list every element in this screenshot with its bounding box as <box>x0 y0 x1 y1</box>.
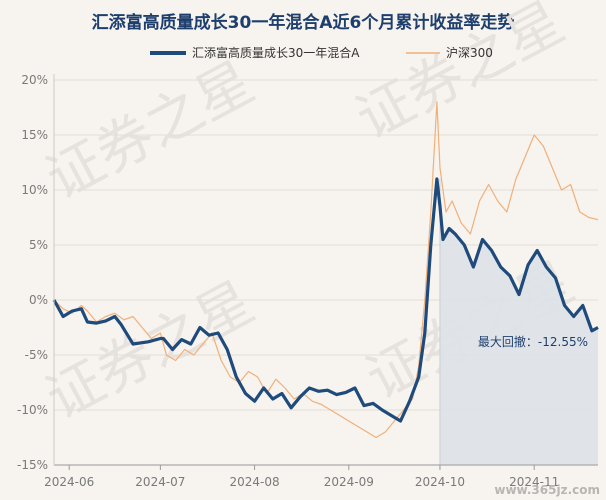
x-tick-label: 2024-07 <box>135 475 185 489</box>
y-tick-label: 10% <box>21 183 48 197</box>
watermark-text: 证券之星 <box>346 0 574 152</box>
y-tick-label: 20% <box>21 73 48 87</box>
site-watermark: www.365jz.com <box>494 483 600 497</box>
legend-label-benchmark: 沪深300 <box>446 46 493 60</box>
x-tick-label: 2024-09 <box>324 475 374 489</box>
y-tick-label: -15% <box>17 458 48 472</box>
fund-series-line <box>52 177 599 423</box>
series-lines <box>52 101 599 439</box>
benchmark-series-line <box>53 101 599 439</box>
y-tick-label: 5% <box>29 238 48 252</box>
legend: 汇添富高质量成长30一年混合A 沪深300 <box>150 45 493 60</box>
chart-title: 汇添富高质量成长30一年混合A近6个月累计收益率走势 <box>91 13 515 33</box>
y-tick-label: -5% <box>25 348 48 362</box>
max-drawdown-label: 最大回撤：-12.55% <box>478 334 588 349</box>
x-tick-label: 2024-08 <box>230 475 280 489</box>
watermark-text: 证券之星 <box>36 270 264 433</box>
legend-label-fund: 汇添富高质量成长30一年混合A <box>192 45 360 60</box>
watermark-text: 证券之星 <box>36 50 264 213</box>
x-tick-label: 2024-10 <box>415 475 465 489</box>
y-tick-label: 15% <box>21 128 48 142</box>
drawdown-area <box>439 206 598 465</box>
highlight-area <box>439 179 598 465</box>
axes: 20% 15% 10% 5% 0% -5% -10% -15% 2024-06 2024-07 20… <box>17 73 598 489</box>
x-tick-label: 2024-11 <box>509 475 559 489</box>
annotations: 最大回撤：-12.55% www.365jz.com <box>478 334 600 497</box>
y-tick-label: 0% <box>29 293 48 307</box>
x-tick-label: 2024-06 <box>44 475 94 489</box>
y-tick-label: -10% <box>17 403 48 417</box>
